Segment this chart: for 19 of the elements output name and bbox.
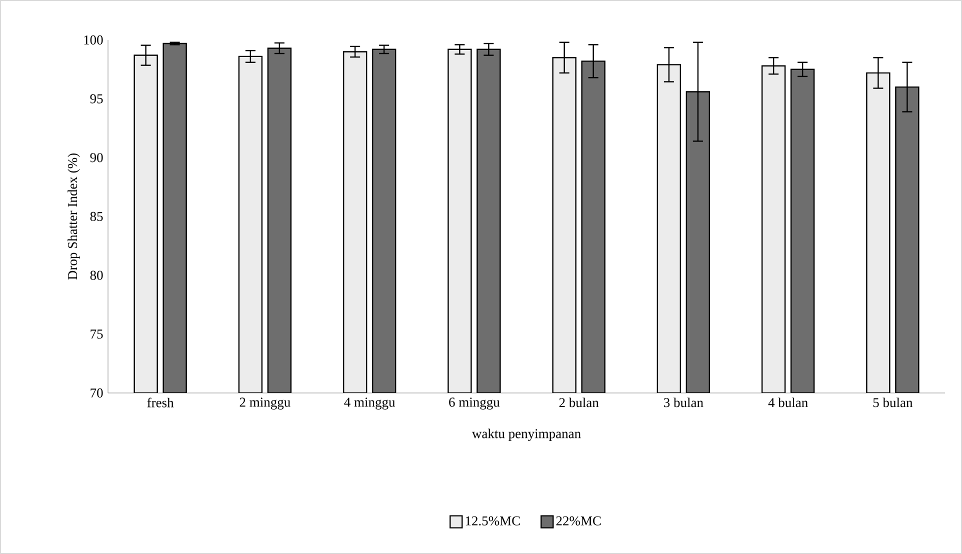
x-tick-label: 2 bulan bbox=[559, 398, 599, 408]
x-axis-title: waktu penyimpanan bbox=[472, 428, 581, 442]
x-tick-label: 4 minggu bbox=[344, 398, 396, 410]
legend-label: 12.5%MC bbox=[466, 516, 520, 526]
y-tick-label: 80 bbox=[90, 270, 103, 280]
y-axis-title: Drop Shatter Index (%) bbox=[68, 154, 80, 280]
x-tick-label: 2 minggu bbox=[240, 398, 290, 410]
y-tick-label: 70 bbox=[90, 388, 103, 398]
y-tick-label: 100 bbox=[84, 35, 103, 45]
y-tick-label: 90 bbox=[90, 153, 103, 162]
x-tick-label: fresh bbox=[147, 398, 174, 408]
x-tick-label: 4 bulan bbox=[768, 398, 808, 408]
legend-label: 22%MC bbox=[556, 516, 601, 526]
y-tick-label: 75 bbox=[90, 330, 103, 339]
y-tick-label: 95 bbox=[90, 94, 103, 104]
x-tick-label: 3 bulan bbox=[664, 398, 704, 408]
y-tick-label: 85 bbox=[90, 212, 103, 222]
x-tick-label: 6 minggu bbox=[449, 398, 500, 410]
x-tick-label: 5 bulan bbox=[873, 398, 913, 408]
